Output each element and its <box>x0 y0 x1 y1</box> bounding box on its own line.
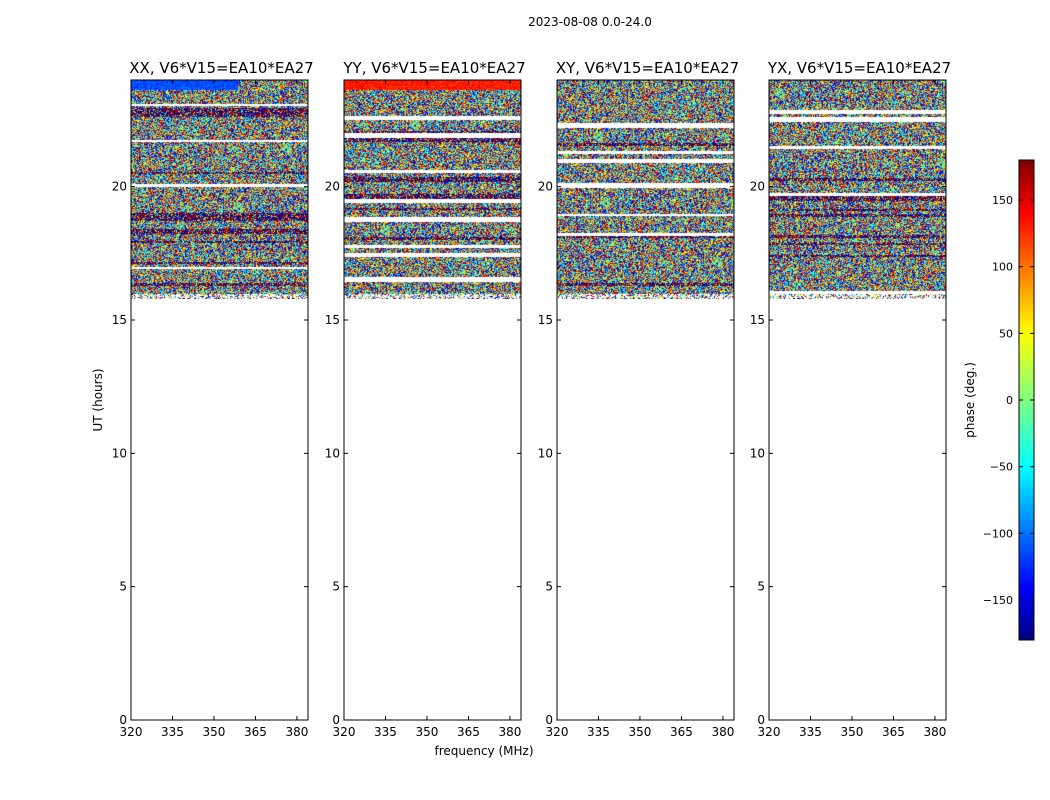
figure-title: 2023-08-08 0.0-24.0 <box>528 15 652 29</box>
panel-title: XX, V6*V15=EA10*EA27 <box>129 59 313 77</box>
y-tick-label: 5 <box>545 580 553 594</box>
panel-xy: XY, V6*V15=EA10*EA27 320 335 350 365 380 0 5 10 1… <box>538 59 739 739</box>
y-tick-label: 0 <box>119 713 127 727</box>
x-tick-label: 380 <box>498 725 521 739</box>
colorbar-tick-label: 50 <box>999 327 1013 340</box>
panels: XX, V6*V15=EA10*EA27 320 335 350 365 380 0 5 10 1… <box>112 59 951 739</box>
x-tick-label: 320 <box>333 725 356 739</box>
colorbar-ticks: 150 100 50 0 −50 −100 −150 <box>983 194 1034 607</box>
panel-title: XY, V6*V15=EA10*EA27 <box>556 59 739 77</box>
heatmap-canvas <box>557 80 734 299</box>
y-tick-label: 15 <box>325 313 340 327</box>
colorbar: 150 100 50 0 −50 −100 −150 phase (deg.) <box>963 159 1035 641</box>
heatmap-image <box>131 80 308 299</box>
x-tick-label: 365 <box>670 725 693 739</box>
panel-yy: YY, V6*V15=EA10*EA27 320 335 350 365 380 0 5 10 1… <box>325 59 526 739</box>
panel-yx: YX, V6*V15=EA10*EA27 320 335 350 365 380 0 5 10 1… <box>750 59 951 739</box>
y-tick-label: 15 <box>538 313 553 327</box>
heatmap-canvas <box>769 80 946 299</box>
y-tick-label: 20 <box>750 180 765 194</box>
x-tick-label: 335 <box>799 725 822 739</box>
colorbar-tick-label: 0 <box>1006 394 1013 407</box>
y-tick-label: 0 <box>545 713 553 727</box>
y-tick-label: 20 <box>538 180 553 194</box>
x-tick-label: 365 <box>882 725 905 739</box>
panel-frame <box>343 79 522 721</box>
heatmap-canvas <box>344 80 521 299</box>
colorbar-tick-label: −50 <box>990 461 1013 474</box>
colorbar-tick-label: 100 <box>992 261 1013 274</box>
x-tick-label: 350 <box>203 725 226 739</box>
y-axis-label: UT (hours) <box>91 368 105 431</box>
x-tick-label: 380 <box>285 725 308 739</box>
colorbar-label: phase (deg.) <box>963 362 977 438</box>
x-tick-label: 380 <box>711 725 734 739</box>
x-tick-label: 335 <box>161 725 184 739</box>
heatmap-canvas <box>131 80 308 299</box>
y-tick-label: 0 <box>757 713 765 727</box>
y-tick-label: 5 <box>119 580 127 594</box>
panel-frame <box>130 79 309 721</box>
panel-xx: XX, V6*V15=EA10*EA27 320 335 350 365 380 0 5 10 1… <box>112 59 314 739</box>
colorbar-tick-label: 150 <box>992 194 1013 207</box>
panel-frame <box>556 79 735 721</box>
heatmap-image <box>769 80 946 299</box>
y-tick-label: 10 <box>112 446 127 460</box>
y-tick-label: 10 <box>325 446 340 460</box>
heatmap-image <box>344 80 521 299</box>
y-tick-label: 10 <box>538 446 553 460</box>
heatmap-image <box>557 80 734 299</box>
x-tick-label: 380 <box>923 725 946 739</box>
panel-title: YX, V6*V15=EA10*EA27 <box>767 59 951 77</box>
panel-frame <box>768 79 947 721</box>
y-tick-label: 0 <box>332 713 340 727</box>
y-tick-label: 5 <box>757 580 765 594</box>
x-tick-label: 320 <box>120 725 143 739</box>
y-tick-label: 15 <box>750 313 765 327</box>
x-tick-label: 365 <box>457 725 480 739</box>
x-tick-label: 335 <box>374 725 397 739</box>
colorbar-tick-label: −100 <box>983 527 1013 540</box>
y-tick-label: 15 <box>112 313 127 327</box>
x-tick-label: 350 <box>841 725 864 739</box>
y-tick-label: 20 <box>325 180 340 194</box>
x-tick-label: 320 <box>758 725 781 739</box>
colorbar-tick-label: −150 <box>983 594 1013 607</box>
y-tick-label: 10 <box>750 446 765 460</box>
x-tick-label: 365 <box>244 725 267 739</box>
x-tick-label: 350 <box>416 725 439 739</box>
x-tick-label: 350 <box>629 725 652 739</box>
y-tick-label: 20 <box>112 180 127 194</box>
x-tick-label: 320 <box>546 725 569 739</box>
x-tick-label: 335 <box>587 725 610 739</box>
panel-title: YY, V6*V15=EA10*EA27 <box>342 59 525 77</box>
y-tick-label: 5 <box>332 580 340 594</box>
x-axis-label: frequency (MHz) <box>434 744 533 758</box>
